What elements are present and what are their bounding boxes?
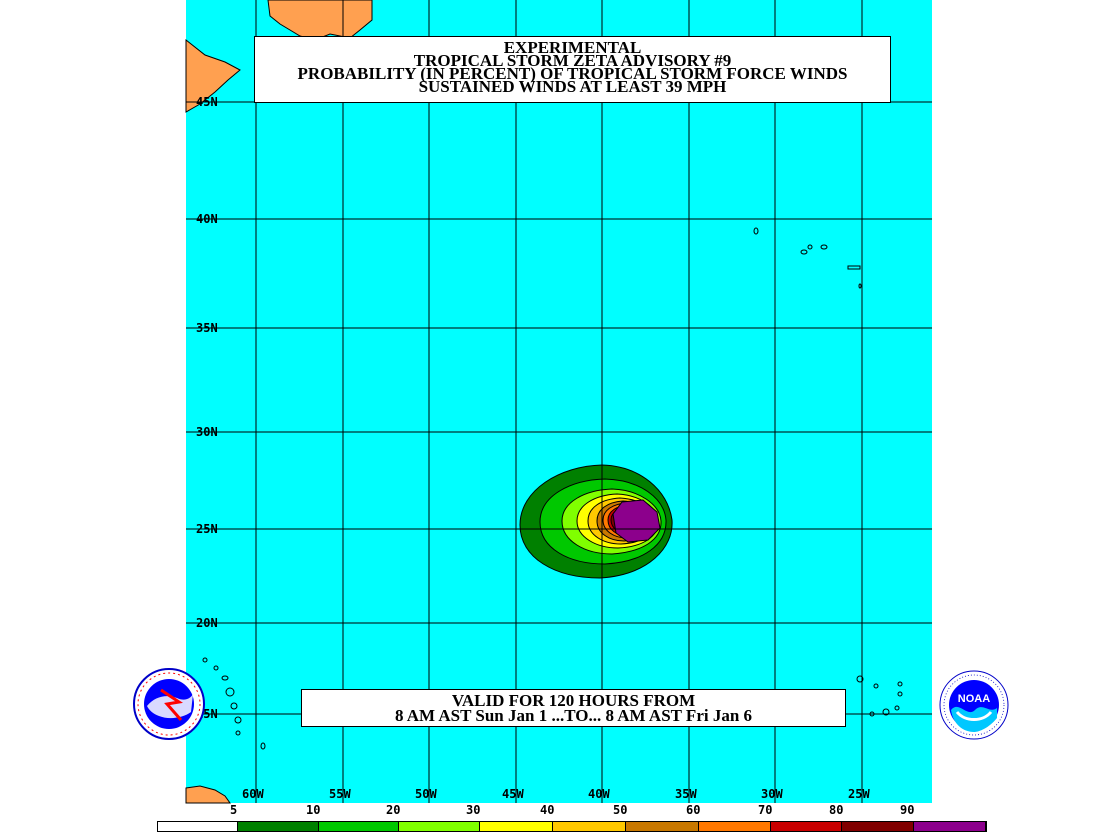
wind-probability-contours [519,464,673,579]
lon-label-45w: 45W [502,787,524,801]
legend-value-80: 80 [829,803,844,817]
legend-value-5: 5 [230,803,238,817]
legend-swatch-4 [480,822,553,831]
lon-label-60w: 60W [242,787,264,801]
valid-period-box: VALID FOR 120 HOURS FROM 8 AM AST Sun Ja… [301,689,846,727]
lon-label-55w: 55W [329,787,351,801]
legend-value-30: 30 [466,803,481,817]
land-nova-scotia [185,38,241,113]
valid-line-2: 8 AM AST Sun Jan 1 ...TO... 8 AM AST Fri… [394,706,753,725]
islands-azores [753,227,862,289]
islands-caribbean [202,657,266,750]
legend-value-20: 20 [386,803,401,817]
lat-label-35n: 35N [196,321,218,335]
legend-value-70: 70 [758,803,773,817]
title-line-1: EXPERIMENTAL [503,38,642,57]
nws-logo-icon [133,668,205,740]
lat-label-25n: 25N [196,522,218,536]
title-line-3: PROBABILITY (IN PERCENT) OF TROPICAL STO… [297,64,848,83]
ocean-area [186,0,932,803]
legend-swatch-1 [238,822,319,831]
lat-label-45n: 45N [196,95,218,109]
lon-label-50w: 50W [415,787,437,801]
contour-90 [612,499,661,543]
legend-swatch-5 [553,822,626,831]
legend-value-90: 90 [900,803,915,817]
title-line-4: SUSTAINED WINDS AT LEAST 39 MPH [418,77,727,96]
lat-label-20n: 20N [196,616,218,630]
legend-swatch-2 [319,822,399,831]
lat-label-40n: 40N [196,212,218,226]
legend-swatch-10 [914,822,986,831]
noaa-logo-text: NOAA [958,693,990,705]
legend-value-10: 10 [306,803,321,817]
lon-label-30w: 30W [761,787,783,801]
legend-value-40: 40 [540,803,555,817]
map-title-box: EXPERIMENTAL TROPICAL STORM ZETA ADVISOR… [254,36,891,103]
noaa-logo-icon: NOAA [939,670,1009,740]
legend-swatch-7 [699,822,771,831]
legend-value-50: 50 [613,803,628,817]
valid-line-1: VALID FOR 120 HOURS FROM [451,691,696,710]
legend-swatch-8 [771,822,842,831]
lon-label-25w: 25W [848,787,870,801]
legend-swatch-9 [842,822,914,831]
legend-swatch-0 [158,822,238,831]
title-line-2: TROPICAL STORM ZETA ADVISORY #9 [413,51,732,70]
lat-label-30n: 30N [196,425,218,439]
land-bottom-left [185,785,231,804]
legend-swatch-3 [399,822,480,831]
legend-value-60: 60 [686,803,701,817]
legend-swatch-6 [626,822,699,831]
legend-color-bar [157,821,987,832]
lon-label-35w: 35W [675,787,697,801]
lon-label-40w: 40W [588,787,610,801]
